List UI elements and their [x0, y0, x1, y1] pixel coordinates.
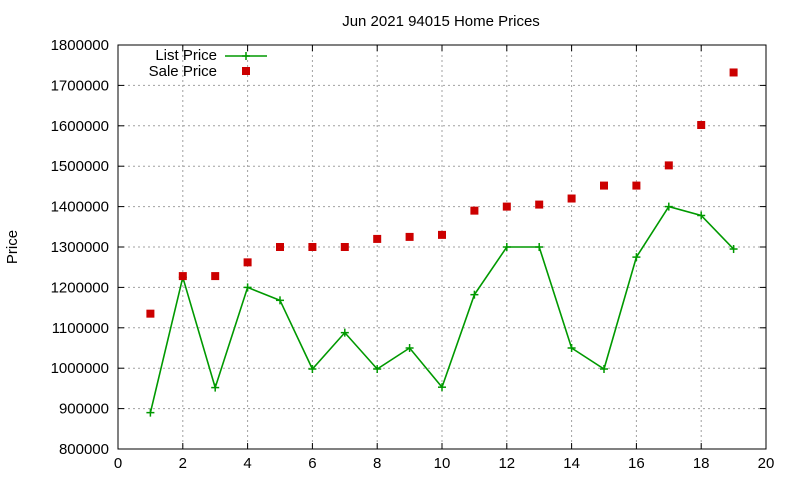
- x-tick-label: 2: [179, 455, 187, 472]
- data-point-sale-price: [308, 243, 317, 251]
- y-tick-label: 900000: [59, 401, 109, 418]
- x-tick-label: 6: [308, 455, 316, 472]
- y-tick-label: 1000000: [51, 360, 109, 377]
- data-point-list-price: [632, 253, 641, 262]
- x-tick-label: 8: [373, 455, 381, 472]
- y-tick-label: 1500000: [51, 158, 109, 175]
- data-point-sale-price: [438, 230, 446, 239]
- data-point-sale-price: [502, 202, 511, 211]
- data-point-list-price: [697, 211, 706, 220]
- x-tick-label: 14: [563, 455, 580, 472]
- legend-label-sale-price: Sale Price: [149, 63, 217, 80]
- data-point-sale-price: [340, 243, 349, 251]
- x-tick-label: 10: [434, 455, 451, 472]
- ticks-layer: [117, 44, 767, 450]
- data-point-sale-price: [470, 206, 479, 215]
- y-tick-label: 1400000: [51, 199, 109, 216]
- x-tick-label: 20: [758, 455, 775, 472]
- series-layer: [146, 68, 738, 417]
- y-tick-label: 800000: [59, 441, 109, 458]
- data-point-list-price: [535, 243, 544, 251]
- x-tick-label: 0: [114, 455, 122, 472]
- data-point-sale-price: [632, 181, 641, 190]
- data-point-sale-price: [405, 232, 414, 241]
- data-point-sale-price: [178, 272, 187, 281]
- data-point-list-price: [567, 344, 576, 352]
- data-point-list-price: [405, 344, 414, 352]
- data-point-list-price: [438, 383, 446, 392]
- data-point-list-price: [243, 283, 252, 292]
- legend-marker-list-price: [242, 52, 250, 60]
- tick-labels-layer: 0 2 4 6 8 10 12 14 16 18 20 800000 900000 1000000 1100…: [51, 37, 775, 472]
- y-tick-label: 1200000: [51, 279, 109, 296]
- data-point-list-price: [308, 365, 317, 374]
- x-tick-label: 12: [498, 455, 515, 472]
- data-point-list-price: [729, 245, 738, 254]
- x-tick-label: 16: [628, 455, 645, 472]
- legend-swatch-sale-price: [242, 67, 250, 75]
- data-point-list-price: [373, 365, 382, 374]
- data-point-list-price: [600, 365, 608, 374]
- y-tick-label: 1700000: [51, 77, 109, 94]
- data-point-sale-price: [697, 120, 706, 129]
- data-point-sale-price: [211, 272, 220, 281]
- data-point-sale-price: [276, 243, 284, 251]
- x-tick-label: 18: [693, 455, 710, 472]
- legend-label-list-price: List Price: [155, 47, 217, 64]
- data-point-sale-price: [664, 161, 673, 170]
- data-point-list-price: [276, 296, 284, 305]
- data-point-sale-price: [146, 309, 155, 318]
- data-point-sale-price: [243, 258, 252, 267]
- y-axis-label: Price: [4, 230, 21, 264]
- data-point-sale-price: [535, 200, 544, 209]
- y-tick-label: 1800000: [51, 37, 109, 54]
- y-tick-label: 1100000: [52, 320, 109, 337]
- grid-layer: [118, 45, 766, 449]
- data-point-sale-price: [600, 181, 608, 190]
- chart-title: Jun 2021 94015 Home Prices: [342, 13, 540, 30]
- data-point-list-price: [211, 383, 220, 392]
- data-point-list-price: [340, 328, 349, 337]
- data-point-list-price: [502, 243, 511, 251]
- y-tick-label: 1600000: [51, 118, 109, 135]
- y-tick-label: 1300000: [51, 239, 109, 256]
- data-point-list-price: [146, 408, 155, 417]
- x-tick-label: 4: [243, 455, 251, 472]
- legend: List Price Sale Price: [149, 47, 267, 80]
- data-point-sale-price: [567, 194, 576, 203]
- data-point-sale-price: [373, 234, 382, 243]
- data-point-list-price: [470, 290, 479, 299]
- data-point-sale-price: [729, 68, 738, 77]
- data-point-list-price: [664, 202, 673, 211]
